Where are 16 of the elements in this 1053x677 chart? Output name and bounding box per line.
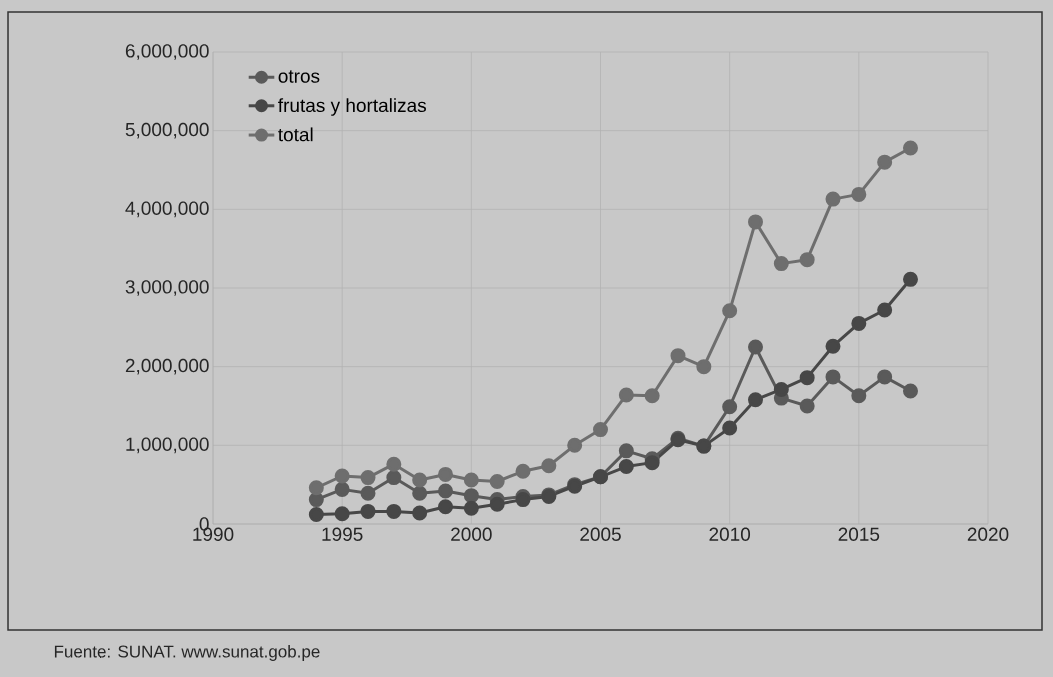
source-note: Fuente: SUNAT. www.sunat.gob.pe — [54, 645, 320, 661]
y-tick-label: 6,000,000 — [125, 44, 209, 60]
y-tick-label: 4,000,000 — [125, 201, 209, 218]
y-tick-label: 2,000,000 — [125, 358, 209, 375]
y-tick-label: 3,000,000 — [125, 280, 209, 296]
x-tick-label: 2020 — [967, 527, 1009, 541]
legend-label: total — [278, 127, 313, 142]
legend-label: otros — [278, 70, 320, 83]
legend-label: frutas y hortalizas — [278, 98, 426, 116]
x-tick-label: 1995 — [322, 527, 363, 541]
x-tick-label: 2000 — [451, 527, 492, 541]
x-tick-label: 2005 — [580, 527, 621, 541]
x-tick-label: 2010 — [709, 527, 751, 541]
y-tick-label: 1,000,000 — [126, 437, 209, 454]
x-tick-label: 2015 — [838, 527, 880, 541]
y-tick-label: 5,000,000 — [125, 122, 209, 139]
